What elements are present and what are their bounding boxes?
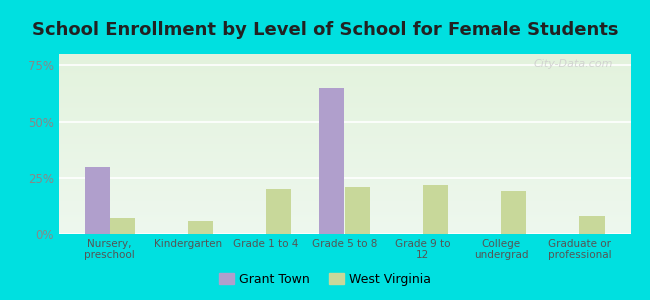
Bar	[319, 88, 344, 234]
Bar	[501, 191, 526, 234]
Bar	[84, 167, 110, 234]
Bar	[266, 189, 291, 234]
Bar	[579, 216, 604, 234]
Bar	[188, 220, 213, 234]
Text: City-Data.com: City-Data.com	[534, 59, 614, 69]
Legend: Grant Town, West Virginia: Grant Town, West Virginia	[214, 268, 436, 291]
Bar	[422, 184, 448, 234]
Text: School Enrollment by Level of School for Female Students: School Enrollment by Level of School for…	[32, 21, 618, 39]
Bar	[110, 218, 135, 234]
Bar	[344, 187, 370, 234]
